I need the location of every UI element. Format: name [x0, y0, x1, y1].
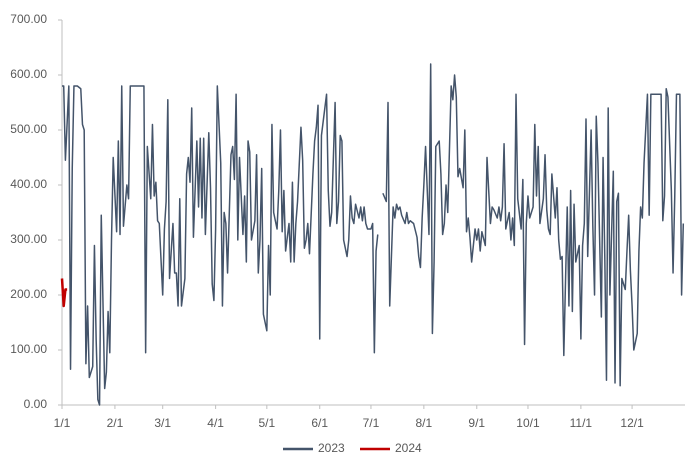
- series-line: [62, 63, 685, 406]
- x-tick-label: 9/1: [468, 416, 485, 430]
- x-tick-label: 6/1: [311, 416, 328, 430]
- x-tick-label: 1/1: [54, 416, 71, 430]
- x-tick-label: 4/1: [207, 416, 224, 430]
- y-tick-label: 600.00: [10, 67, 47, 81]
- y-tick-label: 700.00: [10, 12, 47, 26]
- x-tick-label: 5/1: [258, 416, 275, 430]
- y-tick-label: 100.00: [10, 342, 47, 356]
- x-tick-label: 10/1: [516, 416, 540, 430]
- series-line: [60, 278, 68, 308]
- y-tick-label: 400.00: [10, 177, 47, 191]
- y-tick-label: 200.00: [10, 287, 47, 301]
- y-tick-label: 300.00: [10, 232, 47, 246]
- x-tick-label: 3/1: [154, 416, 171, 430]
- x-tick-label: 8/1: [416, 416, 433, 430]
- legend-label: 2023: [318, 441, 345, 455]
- x-tick-label: 11/1: [570, 416, 593, 430]
- y-tick-label: 500.00: [10, 122, 47, 136]
- x-tick-label: 7/1: [363, 416, 380, 430]
- y-tick-label: 0.00: [24, 397, 48, 411]
- x-tick-label: 2/1: [107, 416, 124, 430]
- x-tick-label: 12/1: [620, 416, 644, 430]
- legend-label: 2024: [395, 441, 422, 455]
